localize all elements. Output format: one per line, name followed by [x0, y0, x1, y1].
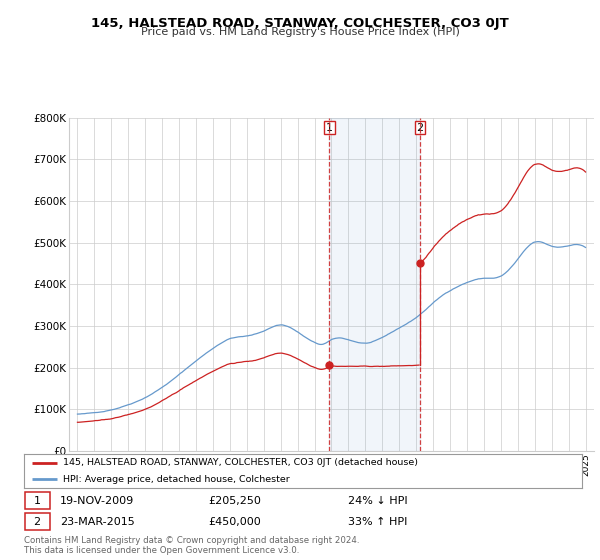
Text: 33% ↑ HPI: 33% ↑ HPI: [347, 517, 407, 527]
Text: HPI: Average price, detached house, Colchester: HPI: Average price, detached house, Colc…: [63, 475, 290, 484]
Text: £450,000: £450,000: [208, 517, 261, 527]
Text: 1: 1: [326, 123, 333, 133]
Text: 24% ↓ HPI: 24% ↓ HPI: [347, 496, 407, 506]
FancyBboxPatch shape: [25, 492, 50, 509]
FancyBboxPatch shape: [25, 514, 50, 530]
Text: 19-NOV-2009: 19-NOV-2009: [60, 496, 134, 506]
Text: 2: 2: [416, 123, 424, 133]
Text: Price paid vs. HM Land Registry's House Price Index (HPI): Price paid vs. HM Land Registry's House …: [140, 27, 460, 37]
Text: £205,250: £205,250: [208, 496, 261, 506]
Bar: [329, 118, 420, 451]
Text: 145, HALSTEAD ROAD, STANWAY, COLCHESTER, CO3 0JT: 145, HALSTEAD ROAD, STANWAY, COLCHESTER,…: [91, 17, 509, 30]
Text: 1: 1: [34, 496, 40, 506]
Text: 2: 2: [33, 517, 40, 527]
Text: 145, HALSTEAD ROAD, STANWAY, COLCHESTER, CO3 0JT (detached house): 145, HALSTEAD ROAD, STANWAY, COLCHESTER,…: [63, 458, 418, 467]
Text: Contains HM Land Registry data © Crown copyright and database right 2024.
This d: Contains HM Land Registry data © Crown c…: [24, 536, 359, 556]
Text: 23-MAR-2015: 23-MAR-2015: [60, 517, 135, 527]
